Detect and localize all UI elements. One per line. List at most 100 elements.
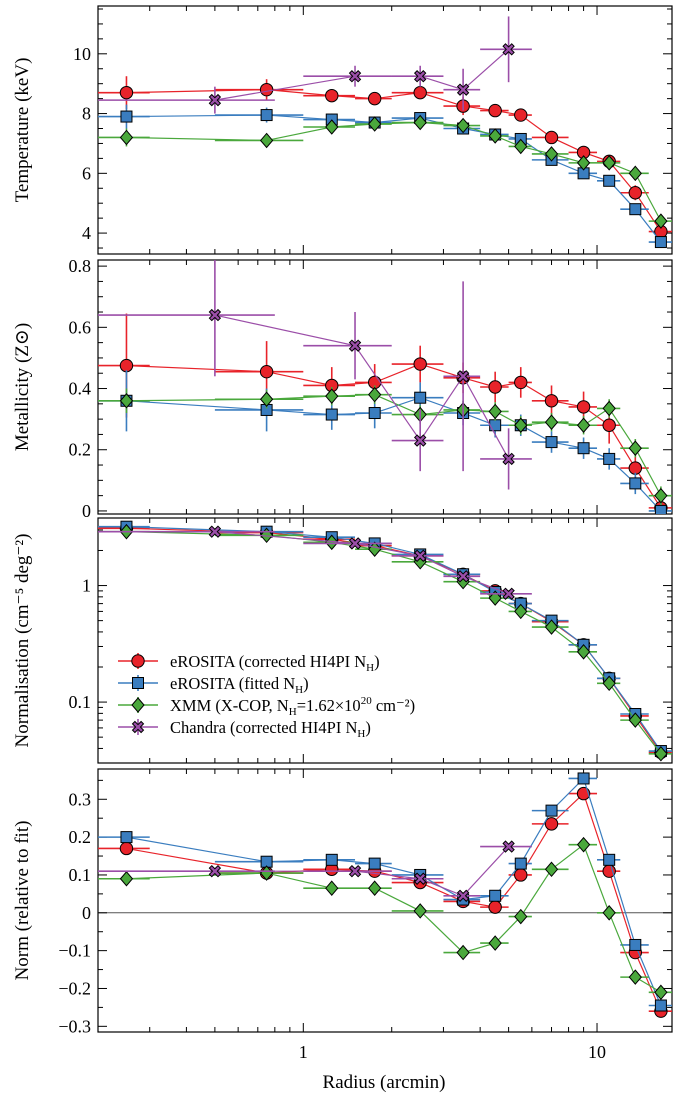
series-erosita_hi4pi xyxy=(98,76,672,241)
point-marker xyxy=(208,308,222,322)
y-tick-label: 0.2 xyxy=(69,827,92,847)
point-marker xyxy=(545,804,558,817)
point-marker xyxy=(325,408,338,421)
series-xmm xyxy=(98,114,672,229)
point-marker xyxy=(544,619,559,635)
point-marker xyxy=(654,999,667,1012)
y-tick-label: 0.6 xyxy=(69,317,92,337)
series-chandra xyxy=(98,525,532,600)
point-marker xyxy=(120,110,133,123)
point-marker xyxy=(544,146,559,162)
point-marker xyxy=(260,109,273,122)
point-marker xyxy=(544,861,559,878)
point-marker xyxy=(654,236,667,249)
point-marker xyxy=(368,116,382,132)
point-marker xyxy=(628,712,642,728)
point-marker xyxy=(602,400,616,417)
point-marker xyxy=(577,772,590,785)
point-marker xyxy=(544,817,559,831)
point-marker xyxy=(456,83,470,96)
x-tick-label: 1 xyxy=(299,1042,308,1062)
y-tick-label: 4 xyxy=(82,223,91,243)
y-tick-label: 0.1 xyxy=(69,865,92,885)
point-marker xyxy=(629,203,642,216)
point-marker xyxy=(544,130,559,145)
panel-temperature: 4 6 8 10 Temperature (keV) xyxy=(12,5,673,255)
point-marker xyxy=(119,129,134,146)
point-marker xyxy=(514,108,528,122)
y-axis-label: Normalisation (cm⁻⁵ deg⁻²) xyxy=(12,534,33,748)
point-marker xyxy=(413,434,427,447)
panel-frame xyxy=(97,259,673,515)
point-marker xyxy=(514,375,528,390)
point-marker xyxy=(602,675,616,692)
point-marker xyxy=(576,786,591,801)
point-marker xyxy=(348,70,362,83)
y-tick-label: 0.2 xyxy=(69,440,92,460)
point-marker xyxy=(120,831,133,844)
point-marker xyxy=(654,213,668,229)
x-tick-label: 10 xyxy=(588,1042,606,1062)
series-chandra xyxy=(98,260,532,490)
panel-relative_norm: −0.3 −0.2 −0.1 0 0.1 0.2 0.3 1 10 Norm (relative … xyxy=(12,768,673,1062)
point-marker xyxy=(413,114,427,131)
data-layer xyxy=(98,260,672,514)
point-marker xyxy=(602,155,616,171)
y-tick-label: 0.3 xyxy=(69,789,92,809)
point-marker xyxy=(654,504,667,514)
point-marker xyxy=(259,132,274,149)
series-chandra xyxy=(98,16,532,114)
point-marker xyxy=(456,944,470,961)
series-chandra xyxy=(98,840,532,902)
point-marker xyxy=(602,905,616,921)
y-tick-label: −0.3 xyxy=(58,1016,91,1036)
point-marker xyxy=(348,864,362,878)
point-marker xyxy=(628,969,642,985)
series-line xyxy=(214,314,510,460)
point-marker xyxy=(654,487,668,504)
point-marker xyxy=(545,436,558,449)
point-marker xyxy=(208,525,222,538)
series-line xyxy=(126,792,662,1012)
point-marker xyxy=(368,857,381,870)
point-marker xyxy=(502,43,515,56)
point-marker xyxy=(489,889,502,902)
y-tick-label: 1 xyxy=(82,576,91,596)
point-marker xyxy=(514,417,528,434)
point-marker xyxy=(119,841,134,856)
point-marker xyxy=(456,117,470,134)
point-marker xyxy=(259,391,274,408)
point-marker xyxy=(131,697,145,713)
point-marker xyxy=(259,364,274,379)
point-marker xyxy=(119,85,134,100)
y-tick-label: 0.1 xyxy=(69,692,92,712)
point-marker xyxy=(132,677,144,689)
point-marker xyxy=(488,590,502,606)
point-marker xyxy=(413,872,427,885)
legend-label: eROSITA (fitted NH) xyxy=(170,674,309,696)
series-erosita_fitted xyxy=(98,370,672,514)
point-marker xyxy=(456,370,470,383)
point-marker xyxy=(413,357,427,371)
point-marker xyxy=(489,419,502,432)
series-line xyxy=(126,777,662,1006)
point-marker xyxy=(414,391,427,404)
point-marker xyxy=(488,103,502,118)
point-marker xyxy=(654,746,668,762)
point-marker xyxy=(348,339,362,352)
legend-entry-xmm: XMM (X-COP, NH=1.62×1020 cm⁻²) xyxy=(118,695,415,718)
point-marker xyxy=(628,186,643,200)
data-layer xyxy=(98,772,672,1018)
panel-metallicity: 0 0.2 0.4 0.6 0.8 Metallicity (Z⊙) xyxy=(12,256,673,521)
point-marker xyxy=(629,938,642,951)
point-marker xyxy=(514,908,528,925)
point-marker xyxy=(654,984,668,1001)
point-marker xyxy=(488,403,502,420)
series-erosita_fitted xyxy=(98,104,672,249)
point-marker xyxy=(456,570,470,583)
legend-entry-chandra: Chandra (corrected HI4PI NH) xyxy=(118,718,371,740)
point-marker xyxy=(514,868,528,882)
point-marker xyxy=(488,900,502,914)
legend-label: XMM (X-COP, NH=1.62×1020 cm⁻²) xyxy=(170,695,415,718)
point-marker xyxy=(348,537,362,550)
